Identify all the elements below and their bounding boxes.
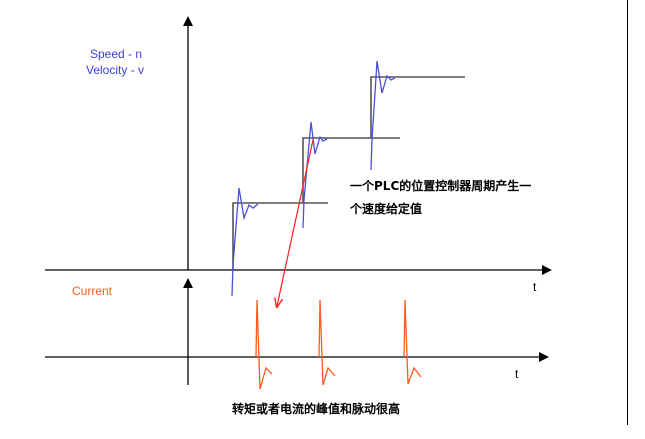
velocity-label: Velocity - v	[86, 63, 145, 77]
velocity-trace-2	[302, 121, 328, 229]
right-border-line	[627, 0, 628, 425]
upper-time-axis-label: t	[533, 280, 537, 294]
lower-time-axis-label: t	[515, 367, 519, 381]
annotation-line-1: 一个PLC的位置控制器周期产生一	[350, 179, 532, 193]
annotation-line-2: 个速度给定值	[350, 202, 423, 216]
current-label: Current	[72, 284, 113, 298]
velocity-setpoint-step-1	[232, 202, 328, 270]
current-peak-3	[403, 299, 422, 385]
current-peak-1	[255, 299, 273, 390]
velocity-trace-3	[370, 60, 396, 171]
annotation-arrow	[277, 139, 314, 306]
velocity-setpoint-step-2	[302, 137, 400, 203]
velocity-setpoint-step-3	[370, 76, 465, 138]
speed-label: Speed - n	[90, 47, 143, 61]
current-peak-2	[318, 299, 336, 386]
caption: 转矩或者电流的峰值和脉动很高	[232, 402, 401, 416]
velocity-trace-1	[231, 187, 259, 297]
